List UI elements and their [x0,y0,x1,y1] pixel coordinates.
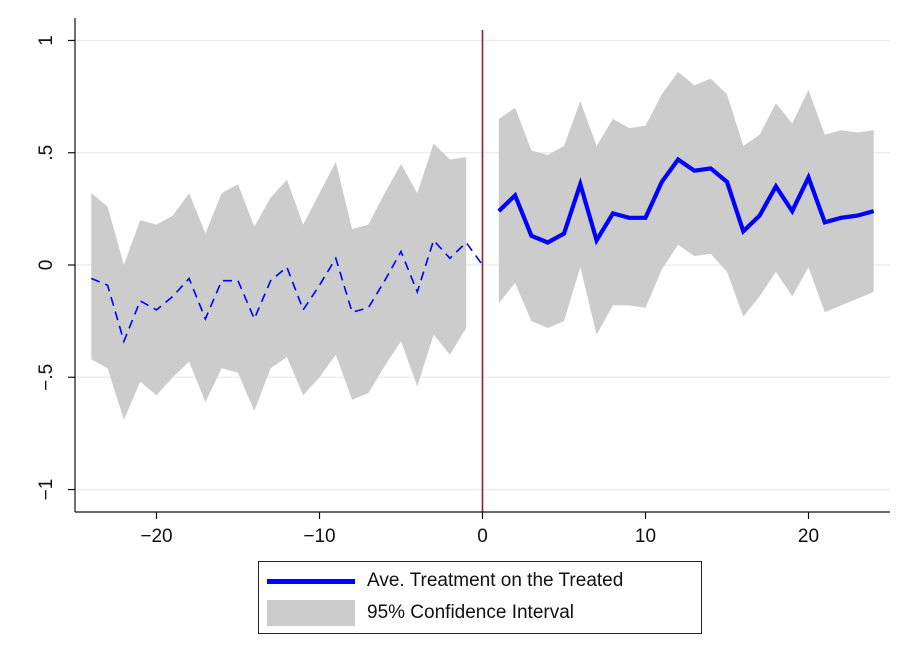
x-tick-label-4: 20 [798,526,819,547]
ci-band-1 [498,71,874,335]
att-line-dashed [90,238,484,344]
y-tick-label-2: 0 [36,260,57,271]
legend-label-ci: 95% Confidence Interval [367,602,575,623]
legend-item-ci: 95% Confidence Interval [267,598,574,628]
legend: Ave. Treatment on the Treated 95% Confid… [258,561,702,634]
att-line-solid [497,156,875,246]
legend-item-att: Ave. Treatment on the Treated [267,566,623,596]
x-tick-label-0: −20 [140,526,172,547]
ci-band-0 [91,143,467,420]
y-tick-label-0: −1 [36,479,57,501]
x-tick-label-3: 10 [635,526,656,547]
y-tick-label-3: .5 [36,145,57,161]
x-tick-label-2: 0 [477,526,488,547]
legend-label-att: Ave. Treatment on the Treated [367,570,624,591]
y-tick-label-4: 1 [36,35,57,46]
legend-swatch-band [267,600,355,626]
x-tick-label-1: −10 [303,526,335,547]
y-tick-label-1: −.5 [36,364,57,391]
legend-swatch-line [267,578,355,584]
